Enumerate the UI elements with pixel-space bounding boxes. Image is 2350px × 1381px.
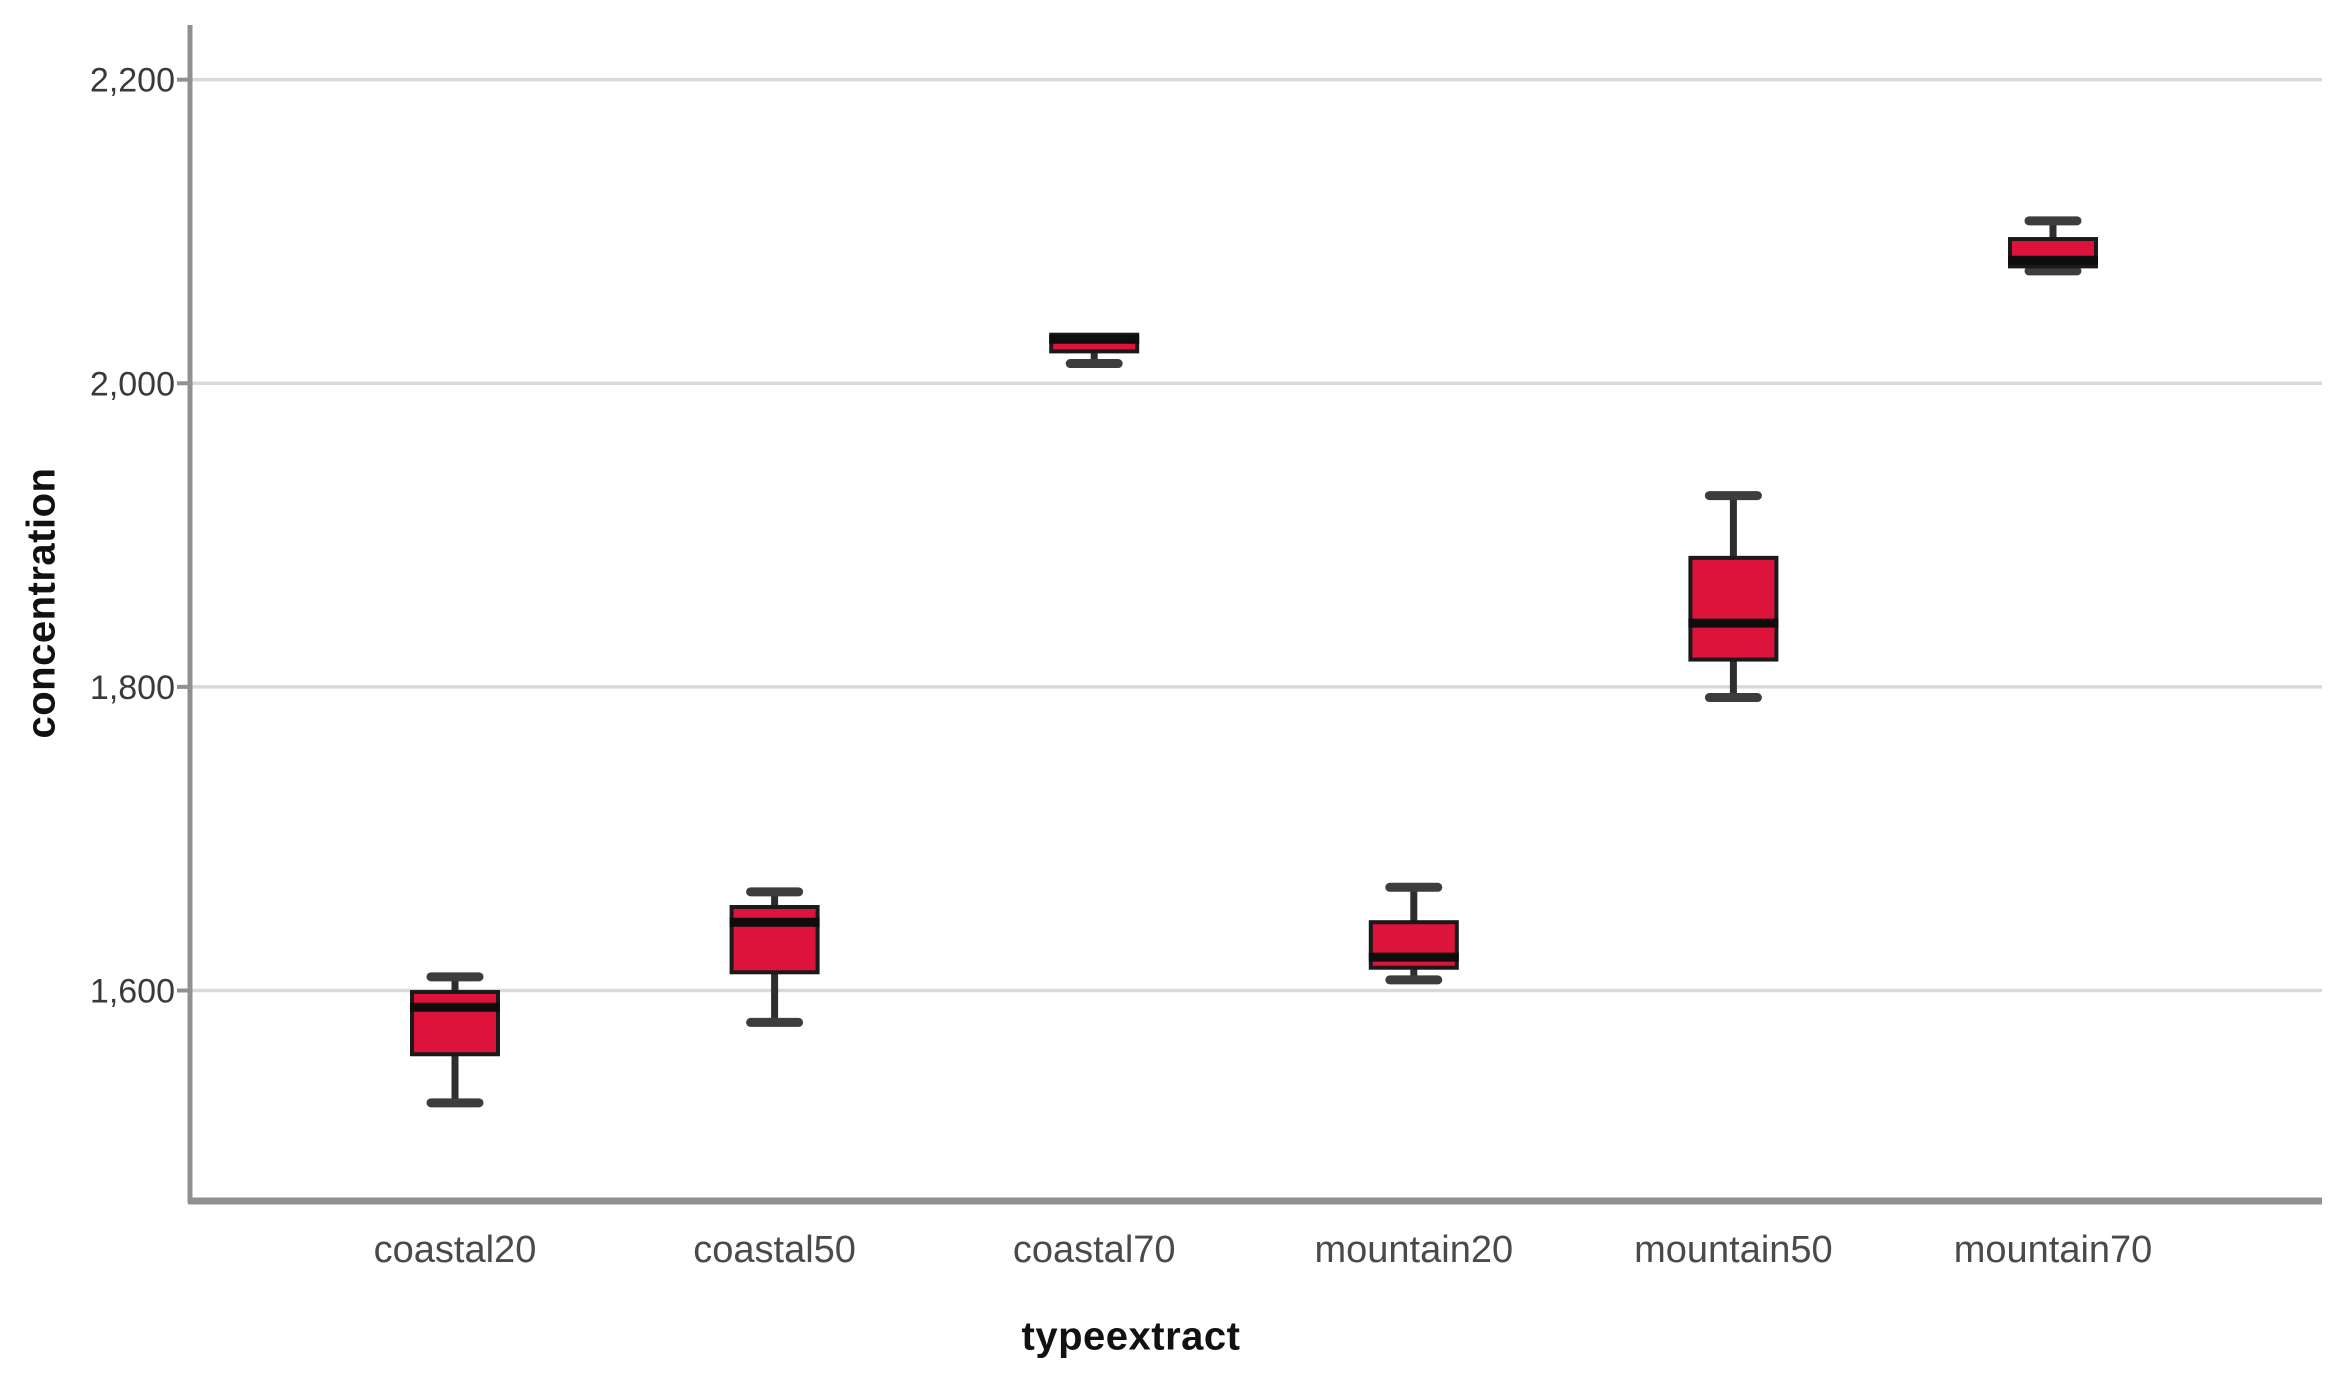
y-tick-label: 1,800 [90, 669, 175, 707]
category-label: mountain70 [1954, 1229, 2153, 1271]
iqr-box [410, 990, 500, 1057]
box-coastal20 [410, 972, 500, 1108]
category-label: coastal70 [1013, 1229, 1176, 1271]
y-tick-label: 2,000 [90, 365, 175, 403]
gridlines [192, 77, 2322, 993]
category-label: coastal20 [374, 1229, 537, 1271]
y-axis-title: concentration [19, 467, 64, 739]
y-tick-label: 2,200 [90, 62, 175, 100]
iqr-box [1688, 555, 1779, 662]
y-tick-label: 1,600 [90, 973, 175, 1011]
category-label: mountain50 [1634, 1229, 1833, 1271]
category-label: coastal50 [693, 1229, 856, 1271]
axes [177, 25, 2322, 1205]
iqr-box [729, 905, 820, 975]
tick-labels: 1,600 1,800 2,000 2,200 coastal20 coastal50 co… [90, 62, 2152, 1271]
box-mountain70 [2008, 216, 2098, 276]
box-mountain50 [1688, 491, 1779, 703]
box-coastal70 [1049, 332, 1140, 369]
boxes [410, 216, 2098, 1108]
box-mountain20 [1368, 882, 1459, 985]
category-label: mountain20 [1315, 1229, 1514, 1271]
x-axis-title: typeextract [1021, 1314, 1241, 1359]
box-coastal50 [729, 887, 820, 1027]
